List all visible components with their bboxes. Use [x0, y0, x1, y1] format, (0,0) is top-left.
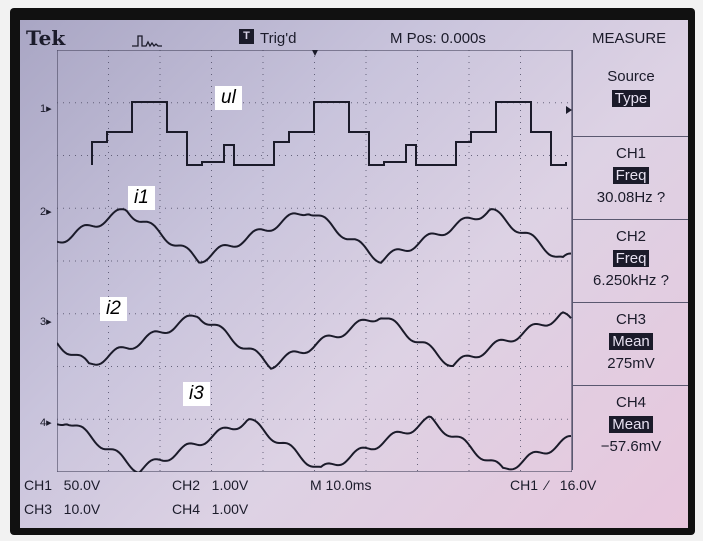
measure-channel: CH4 [615, 394, 646, 411]
channel-3-marker: 3▸ [40, 316, 52, 328]
timebase: M 10.0ms [310, 477, 372, 493]
trigger-level-marker [566, 106, 572, 114]
menu-title: MEASURE [592, 30, 667, 47]
trigger-status: Trig'd [260, 30, 297, 47]
measure-value: 30.08Hz ? [596, 189, 666, 206]
trigger-position-marker [312, 50, 318, 56]
measure-type: Freq [612, 167, 650, 184]
measure-type: Freq [612, 250, 650, 267]
trace-label-i1: i1 [128, 186, 155, 210]
channel-4-marker: 4▸ [40, 417, 52, 429]
trace-label-i2: i2 [100, 297, 127, 321]
measure-type: Mean [609, 333, 653, 350]
waveform-i1 [57, 208, 572, 264]
measure-ch3-button[interactable]: CH3 Mean 275mV [573, 303, 688, 386]
measure-ch4-button[interactable]: CH4 Mean −57.6mV [573, 386, 688, 468]
measure-value: 275mV [607, 355, 655, 372]
measure-value: 6.250kHz ? [593, 272, 669, 289]
measure-value: −57.6mV [600, 438, 662, 455]
source-label: Source [607, 68, 655, 85]
source-type-button[interactable]: Source Type [573, 50, 688, 137]
ch4-scale: CH4 1.00V [172, 501, 249, 517]
trigger-status-icon: T [239, 29, 254, 44]
waveform-i2 [57, 311, 572, 370]
trigger-readout: CH1 ⁄ 16.0V [510, 477, 597, 493]
channel-1-marker: 1▸ [40, 103, 52, 115]
type-label: Type [611, 90, 651, 107]
acquisition-mode-icon [132, 35, 162, 48]
ch2-scale: CH2 1.00V [172, 477, 249, 493]
horizontal-position: M Pos: 0.000s [390, 30, 486, 47]
ch3-scale: CH3 10.0V [24, 501, 101, 517]
status-bar: CH1 50.0V CH2 1.00V M 10.0ms CH1 ⁄ 16.0V… [20, 472, 688, 528]
trace-label-ul: ul [215, 86, 242, 110]
brand-logo: Tek [26, 26, 66, 50]
measure-channel: CH1 [615, 145, 646, 162]
measure-ch2-button[interactable]: CH2 Freq 6.250kHz ? [573, 220, 688, 303]
waveform-display [57, 50, 572, 472]
ch1-scale: CH1 50.0V [24, 477, 101, 493]
channel-2-marker: 2▸ [40, 206, 52, 218]
waveform-ul [91, 101, 567, 166]
measure-channel: CH3 [615, 311, 646, 328]
measure-ch1-button[interactable]: CH1 Freq 30.08Hz ? [573, 137, 688, 220]
measure-menu: Source Type CH1 Freq 30.08Hz ? CH2 Freq … [572, 50, 688, 470]
waveform-i3 [57, 415, 572, 472]
oscilloscope-screen: Tek T Trig'd M Pos: 0.000s MEASURE 1▸ 2▸… [20, 20, 688, 528]
trace-label-i3: i3 [183, 382, 210, 406]
measure-type: Mean [609, 416, 653, 433]
measure-channel: CH2 [615, 228, 646, 245]
